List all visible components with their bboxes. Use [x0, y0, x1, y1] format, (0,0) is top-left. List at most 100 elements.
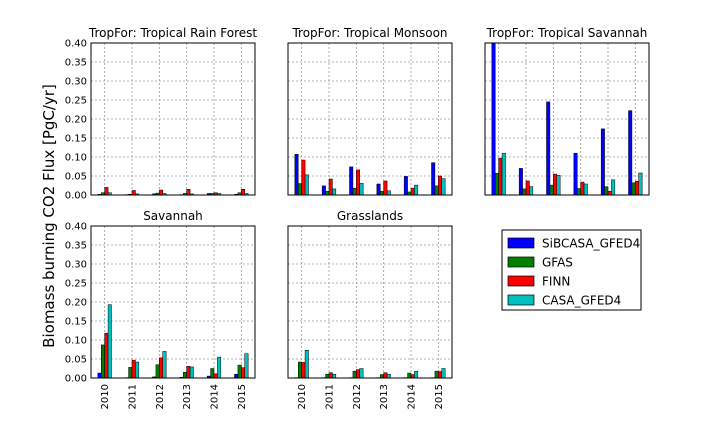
bar	[105, 333, 108, 378]
bar	[584, 184, 587, 195]
bar	[438, 372, 441, 378]
bar	[326, 374, 329, 378]
bar	[211, 369, 214, 379]
y-tick-label: 0.10	[65, 153, 87, 164]
bar	[557, 175, 560, 195]
legend-swatch	[508, 257, 534, 267]
panel-title: Grasslands	[337, 209, 403, 223]
bar	[526, 181, 529, 195]
bar	[238, 365, 241, 378]
bar	[159, 190, 162, 195]
bar	[574, 153, 577, 195]
bar	[387, 191, 390, 195]
bar	[322, 186, 325, 195]
legend-label: CASA_GFED4	[542, 294, 621, 308]
bar	[629, 111, 632, 195]
bar	[302, 160, 305, 195]
bar	[326, 191, 329, 195]
panel-title: TropFor: Tropical Rain Forest	[88, 26, 258, 40]
panel-title: TropFor: Tropical Savannah	[486, 26, 648, 40]
y-tick-label: 0.05	[65, 172, 87, 183]
y-tick-label: 0.35	[65, 58, 87, 69]
panel-5	[288, 226, 452, 378]
bar	[356, 170, 359, 195]
y-tick-label: 0.20	[65, 115, 87, 126]
y-tick-label: 0.25	[65, 96, 87, 107]
bar	[298, 184, 301, 195]
bar	[384, 373, 387, 378]
y-tick-label: 0.40	[65, 39, 87, 50]
bar	[435, 371, 438, 378]
legend-label: FINN	[542, 275, 570, 289]
bar	[377, 184, 380, 195]
bar	[635, 181, 638, 195]
bar	[156, 365, 159, 378]
bar	[183, 372, 186, 378]
x-tick-label: 2014	[210, 384, 221, 409]
bar	[190, 367, 193, 378]
bar	[414, 371, 417, 378]
bar	[519, 168, 522, 195]
y-tick-label: 0.00	[65, 374, 87, 385]
bar	[135, 362, 138, 378]
bar	[353, 188, 356, 195]
y-tick-label: 0.05	[65, 355, 87, 366]
bar	[217, 357, 220, 378]
bar	[298, 362, 301, 378]
bar	[547, 102, 550, 195]
bar	[159, 358, 162, 378]
x-tick-label: 2011	[325, 384, 336, 409]
panel-3	[485, 43, 649, 195]
bar	[329, 373, 332, 378]
bar	[241, 189, 244, 195]
panel-title: Savannah	[143, 209, 203, 223]
bar	[411, 375, 414, 378]
x-tick-label: 2013	[182, 384, 193, 409]
bar	[550, 185, 553, 195]
bar	[105, 187, 108, 195]
x-tick-label: 2011	[128, 384, 139, 409]
x-tick-label: 2012	[352, 384, 363, 409]
bar	[387, 374, 390, 378]
bar	[495, 173, 498, 195]
bar	[108, 305, 111, 378]
bar	[305, 350, 308, 378]
bar	[163, 351, 166, 378]
bar	[499, 158, 502, 195]
y-axis-label: Biomass burning CO2 Flux [PgC/yr]	[40, 84, 58, 348]
bar	[187, 189, 190, 195]
legend-swatch	[508, 238, 534, 248]
bar	[632, 183, 635, 195]
y-tick-label: 0.10	[65, 336, 87, 347]
bar	[601, 129, 604, 195]
bar	[492, 43, 495, 195]
bar	[411, 188, 414, 195]
x-tick-label: 2010	[297, 384, 308, 409]
x-tick-label: 2013	[379, 384, 390, 409]
bar	[611, 180, 614, 195]
bar	[353, 371, 356, 378]
bar	[414, 185, 417, 195]
bar	[435, 186, 438, 195]
y-tick-label: 0.35	[65, 241, 87, 252]
bar	[529, 187, 532, 195]
legend-label: SiBCASA_GFED4	[542, 237, 640, 251]
bar	[442, 179, 445, 195]
bar	[360, 369, 363, 379]
bar	[384, 181, 387, 195]
bar	[241, 368, 244, 378]
legend-swatch	[508, 295, 534, 305]
bar	[438, 176, 441, 195]
y-tick-label: 0.20	[65, 298, 87, 309]
y-tick-label: 0.30	[65, 77, 87, 88]
bar	[329, 179, 332, 195]
bar	[523, 189, 526, 195]
bar	[235, 374, 238, 378]
bar	[356, 370, 359, 378]
bar	[639, 173, 642, 195]
bar	[332, 374, 335, 378]
bar	[101, 345, 104, 378]
y-tick-label: 0.15	[65, 134, 87, 145]
